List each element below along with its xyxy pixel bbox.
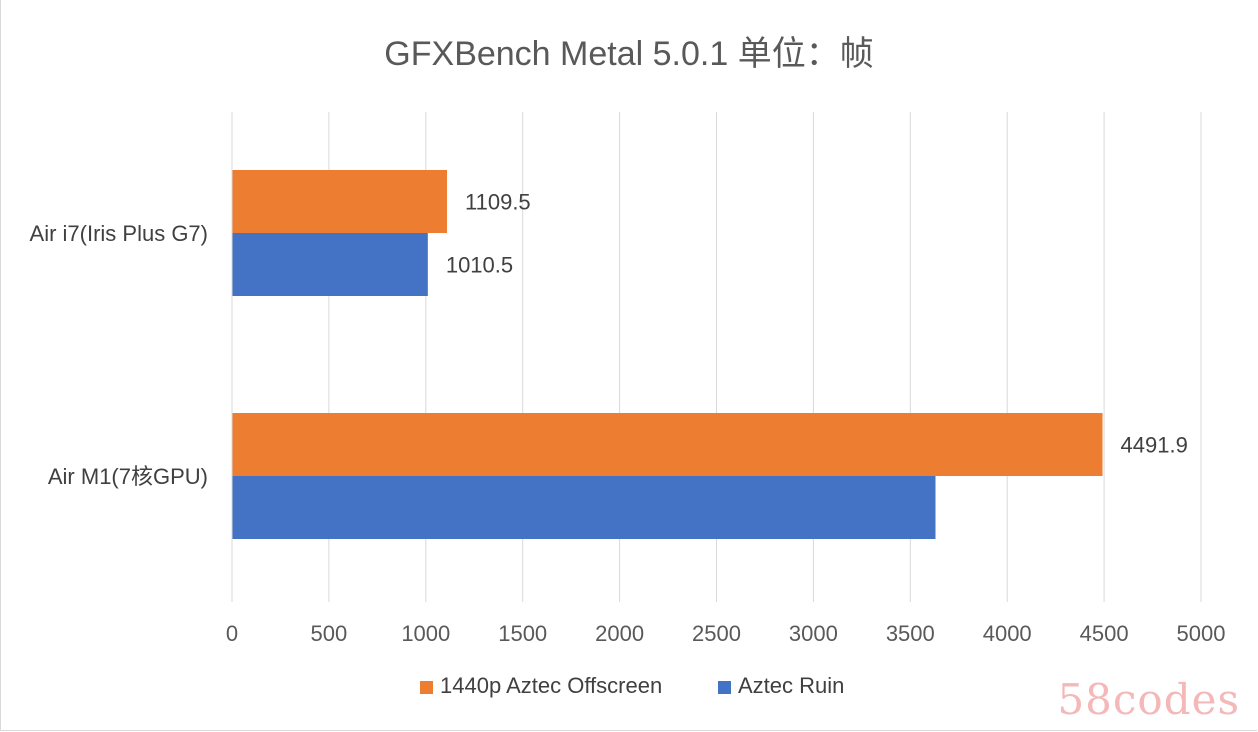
- x-tick-label: 1000: [401, 621, 450, 646]
- x-tick-label: 1500: [498, 621, 547, 646]
- data-label: 4491.9: [1121, 433, 1188, 458]
- x-tick-label: 2000: [595, 621, 644, 646]
- x-tick-label: 4500: [1080, 621, 1129, 646]
- legend-label: Aztec Ruin: [738, 673, 844, 698]
- x-tick-label: 5000: [1177, 621, 1226, 646]
- x-tick-label: 3000: [789, 621, 838, 646]
- x-tick-label: 3500: [886, 621, 935, 646]
- data-label: 1109.5: [465, 190, 531, 215]
- bar: [232, 476, 936, 539]
- bar: [232, 413, 1103, 476]
- legend-swatch: [718, 681, 731, 694]
- bar: [232, 233, 428, 296]
- legend-swatch: [420, 681, 433, 694]
- legend-label: 1440p Aztec Offscreen: [440, 673, 662, 698]
- x-tick-label: 0: [226, 621, 238, 646]
- y-category-label: Air i7(Iris Plus G7): [30, 221, 208, 246]
- x-tick-label: 2500: [692, 621, 741, 646]
- x-tick-label: 4000: [983, 621, 1032, 646]
- x-tick-label: 500: [311, 621, 348, 646]
- bar: [232, 170, 448, 233]
- watermark: 58codes: [1057, 675, 1240, 724]
- chart-title: GFXBench Metal 5.0.1 单位：帧: [384, 35, 874, 73]
- data-label: 1010.5: [446, 253, 513, 278]
- y-category-label: Air M1(7核GPU): [48, 464, 208, 489]
